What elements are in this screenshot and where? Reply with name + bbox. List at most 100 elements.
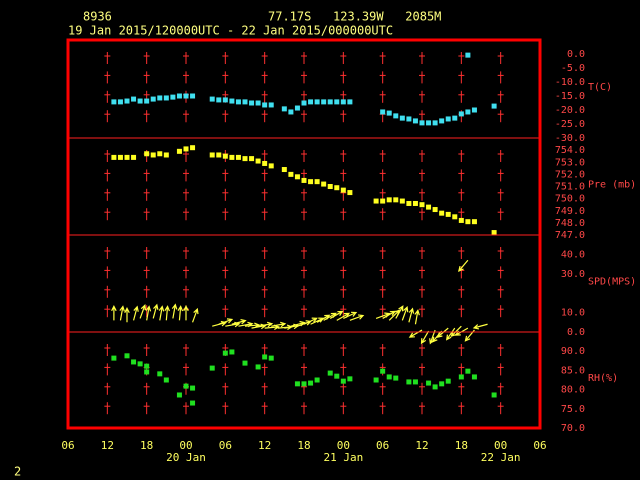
x-tick-label: 06	[219, 439, 232, 452]
grid-cross-column	[419, 52, 425, 123]
grid-cross-column	[301, 52, 307, 123]
x-tick-label: 12	[415, 439, 428, 452]
y-tick-label: 753.0	[555, 157, 585, 168]
data-point	[209, 365, 215, 371]
y-tick-label: 10.0	[561, 308, 585, 319]
data-point	[327, 184, 333, 189]
data-point	[399, 115, 405, 121]
data-point	[445, 211, 451, 217]
grid-cross-column	[379, 344, 386, 415]
grid-cross-column	[340, 344, 347, 415]
wind-arrow	[258, 321, 274, 328]
y-tick-label: 0.0	[567, 327, 585, 338]
x-date-label: 21 Jan	[323, 451, 363, 464]
wind-arrow	[183, 305, 189, 321]
data-point	[242, 360, 248, 366]
data-point	[222, 153, 228, 159]
data-point	[163, 377, 169, 383]
data-point	[321, 99, 327, 105]
data-point	[288, 171, 294, 177]
grid-cross-column	[261, 344, 268, 415]
data-point	[294, 381, 300, 387]
grid-cross-column	[419, 344, 425, 415]
y-tick-label: -10.0	[555, 77, 585, 88]
data-point	[301, 177, 307, 183]
wind-arrow	[164, 305, 170, 321]
data-point	[386, 197, 392, 203]
data-point	[183, 146, 189, 152]
data-point	[176, 93, 182, 99]
grid-cross-column	[143, 150, 150, 221]
data-point	[445, 378, 451, 384]
data-point	[412, 200, 418, 206]
wind-arrow	[171, 303, 178, 319]
data-point	[465, 52, 471, 58]
data-point	[190, 93, 196, 99]
data-point	[281, 167, 287, 173]
data-point	[439, 210, 445, 216]
data-point	[190, 145, 196, 151]
grid-cross-column	[104, 52, 111, 123]
x-tick-label: 18	[455, 439, 468, 452]
grid-cross-column	[183, 52, 189, 123]
data-point	[380, 198, 386, 204]
grid-cross-column	[379, 150, 386, 221]
wind-arrow	[271, 321, 287, 328]
data-point	[314, 179, 320, 185]
data-point	[176, 148, 182, 154]
grid-cross-column	[340, 52, 347, 123]
grid-cross-column	[104, 247, 111, 318]
wind-arrow	[436, 327, 449, 338]
data-point	[340, 378, 346, 384]
data-point	[222, 97, 228, 103]
grid-cross-column	[497, 52, 504, 123]
x-tick-label: 06	[376, 439, 389, 452]
y-tick-label: 0.0	[567, 49, 585, 60]
data-point	[137, 98, 143, 104]
data-point	[419, 202, 425, 208]
y-axis-label: RH(%)	[588, 373, 618, 384]
y-tick-label: 748.0	[555, 218, 585, 229]
x-tick-label: 00	[494, 439, 507, 452]
x-tick-label: 06	[61, 439, 74, 452]
data-point	[419, 120, 425, 126]
grid-cross-column	[261, 150, 268, 221]
x-tick-label: 00	[179, 439, 192, 452]
wind-arrow	[139, 304, 147, 319]
data-point	[426, 380, 432, 386]
data-point	[144, 98, 150, 104]
wind-arrow	[343, 311, 358, 319]
data-point	[111, 355, 117, 361]
y-tick-label: -20.0	[555, 105, 585, 116]
wind-arrow	[132, 305, 139, 321]
data-point	[242, 99, 248, 105]
data-point	[294, 105, 300, 111]
y-tick-label: 750.0	[555, 194, 585, 205]
data-point	[491, 103, 497, 109]
data-point	[157, 151, 163, 157]
data-point	[268, 102, 274, 108]
wind-arrow	[152, 303, 159, 319]
data-point	[262, 160, 268, 166]
data-point	[229, 154, 235, 160]
data-point	[124, 154, 130, 160]
data-point	[327, 370, 333, 376]
grid-cross-column	[183, 344, 189, 415]
data-point	[491, 230, 497, 236]
data-point	[242, 156, 248, 162]
wind-arrow	[329, 310, 344, 319]
data-point	[465, 109, 471, 115]
grid-cross-column	[419, 247, 425, 318]
data-point	[183, 383, 189, 389]
grid-cross-column	[340, 150, 347, 221]
data-point	[163, 152, 169, 158]
data-point	[340, 99, 346, 105]
data-point	[347, 99, 353, 105]
data-point	[373, 377, 379, 383]
wind-arrow	[472, 323, 488, 330]
y-tick-label: 752.0	[555, 169, 585, 180]
data-point	[334, 185, 340, 191]
grid-cross-column	[222, 247, 229, 318]
grid-cross-column	[222, 150, 229, 221]
data-point	[393, 113, 399, 119]
